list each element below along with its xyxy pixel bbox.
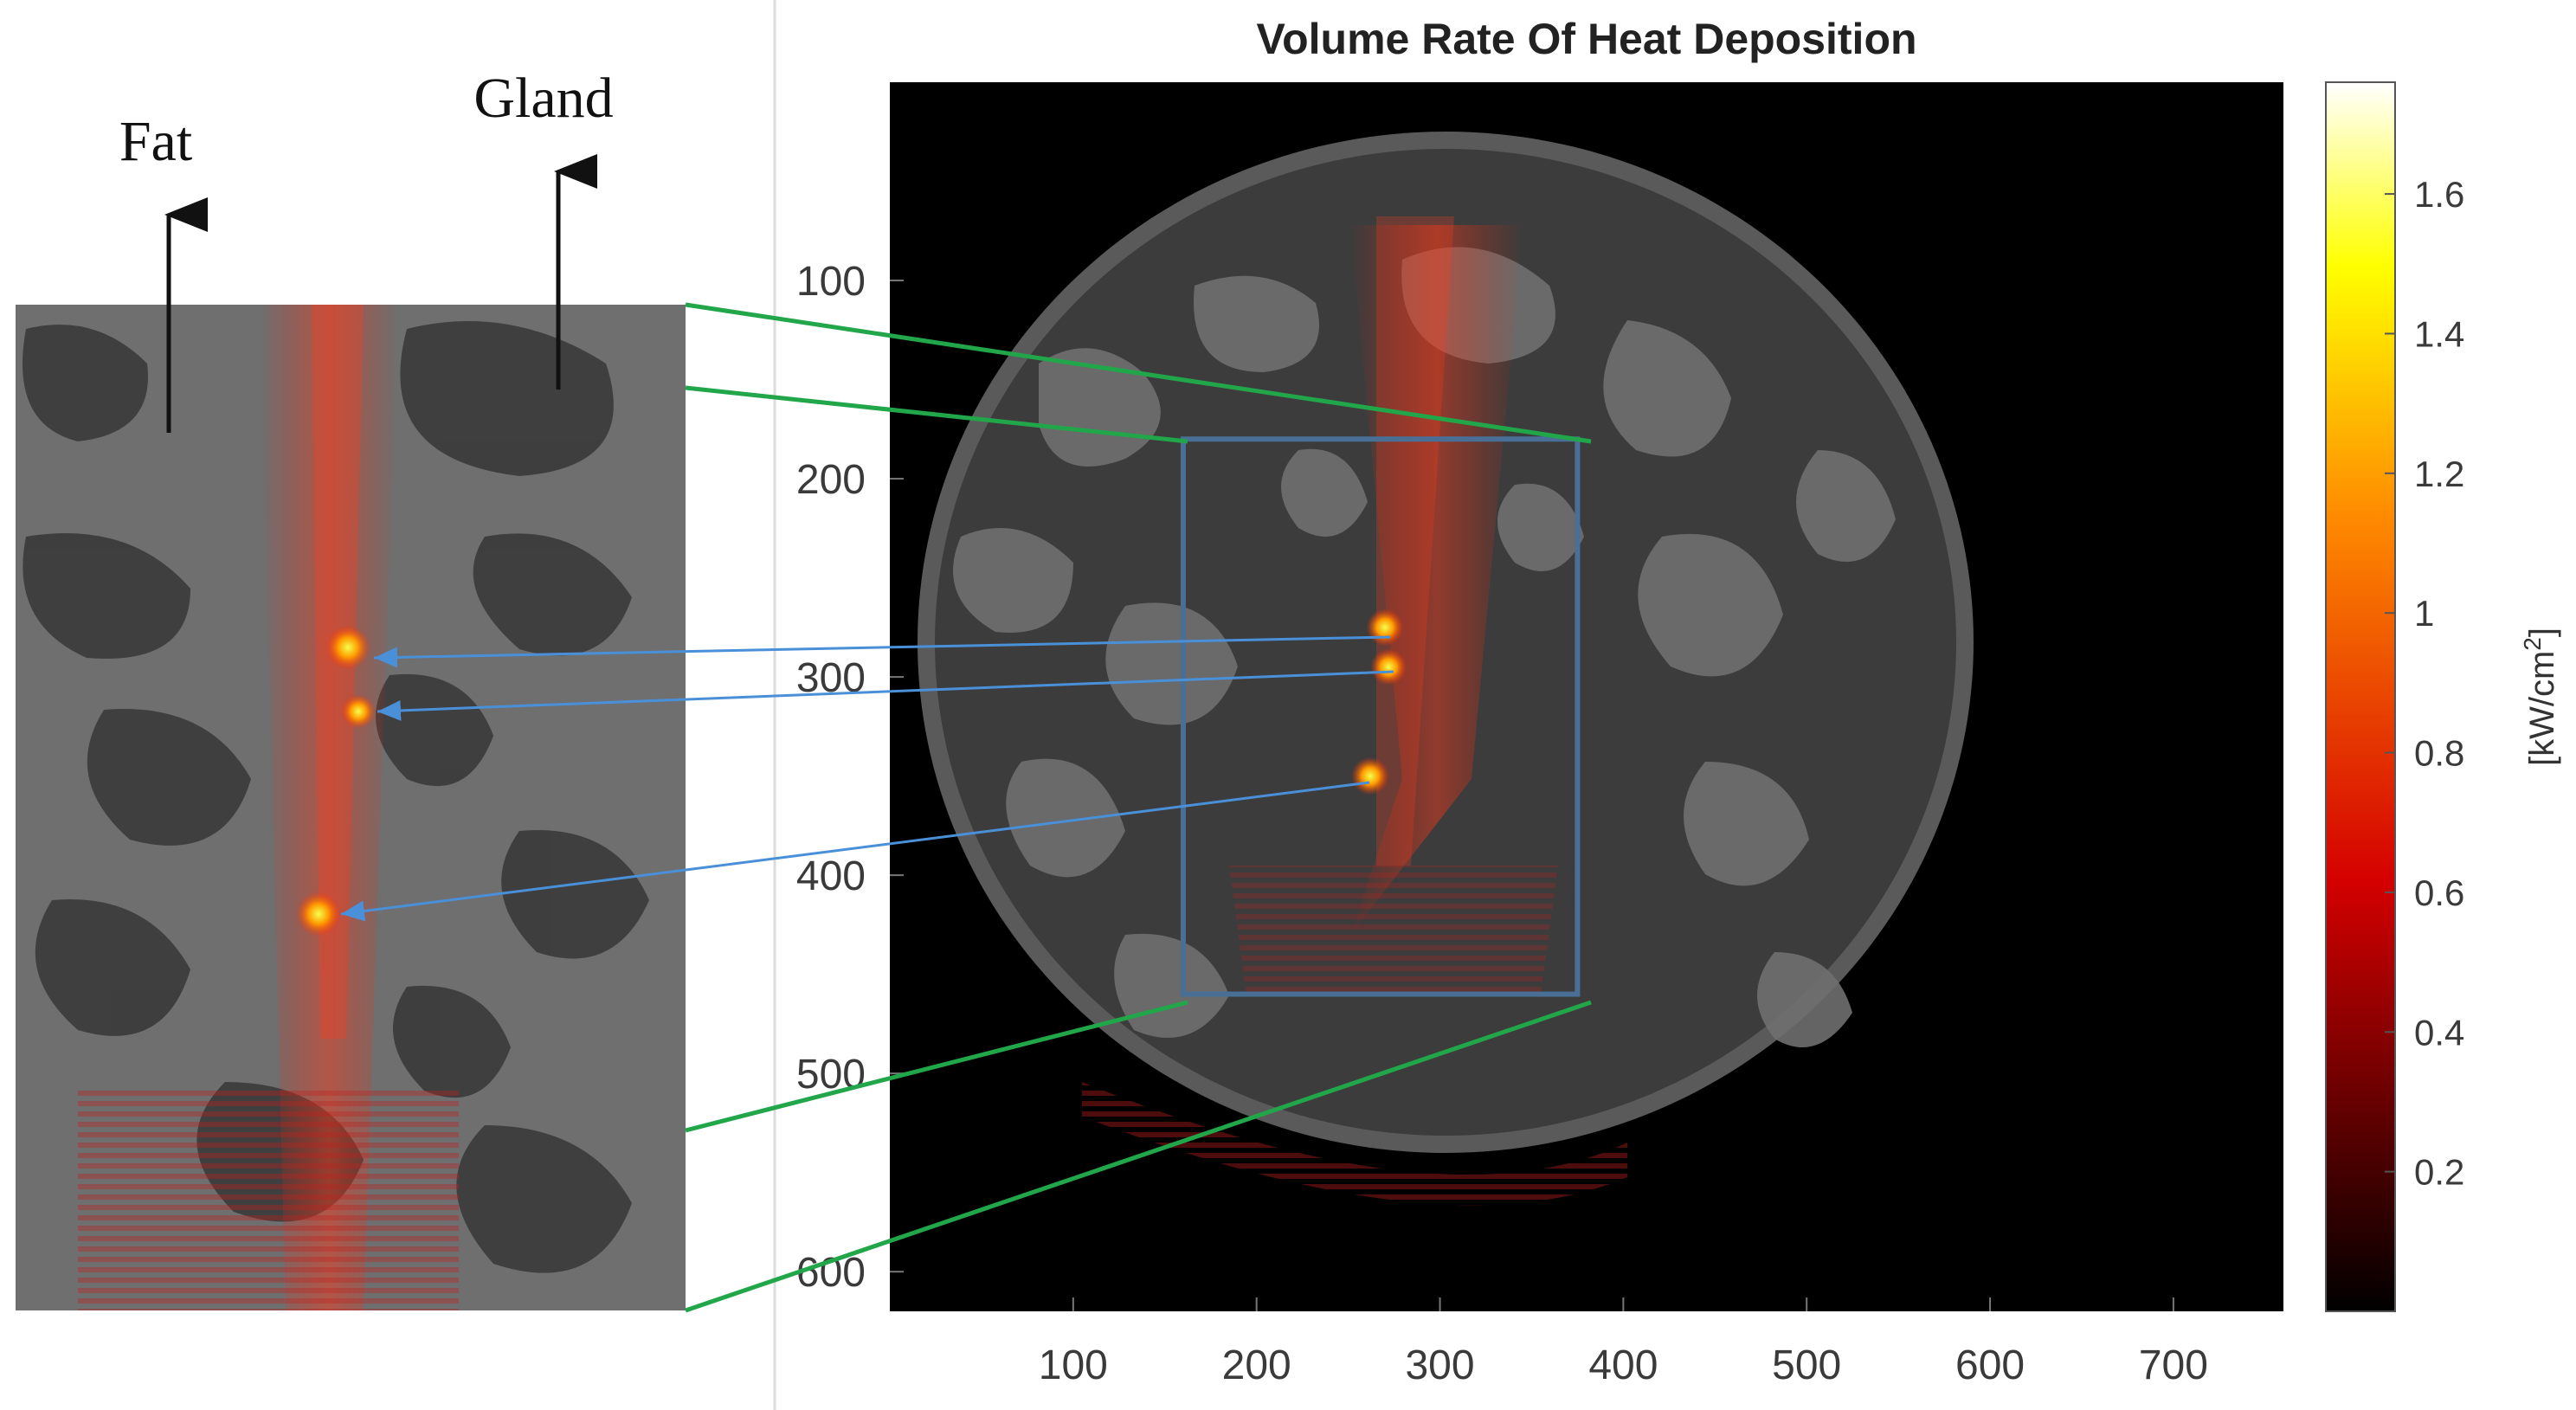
hotspot-arrows: [340, 635, 1394, 922]
colorbar-ticks: 0.2 0.4 0.6 0.8 1 1.2 1.4 1.6: [2385, 174, 2464, 1193]
colorbar-tick-label: 1.6: [2414, 174, 2464, 215]
colorbar-tick-label: 1.4: [2414, 313, 2464, 354]
y-tick-label: 500: [796, 1052, 866, 1098]
colorbar-tick-label: 1.2: [2414, 454, 2464, 494]
y-tick-label: 400: [796, 853, 866, 899]
zoom-inset: Fat Gland: [16, 67, 686, 1310]
heatmap-plot: 100 200 300 400 500 600 700 100 200 300 400 500 600: [796, 82, 2283, 1388]
y-tick-label: 100: [796, 259, 866, 305]
roi-box: [1180, 436, 1581, 997]
zoom-connectors: [685, 302, 1592, 1313]
colorbar: 0.2 0.4 0.6 0.8 1 1.2 1.4 1.6 [kW/cm2]: [2325, 81, 2562, 1312]
inset-hotspot-2: [341, 694, 376, 729]
skin-heat-band: [1082, 1082, 1627, 1206]
hotspot-3: [1351, 757, 1390, 795]
hotspot-2: [1370, 648, 1407, 686]
x-tick-label: 500: [1772, 1342, 1841, 1388]
colorbar-tick-label: 0.2: [2414, 1152, 2464, 1193]
gland-label: Gland: [473, 67, 613, 130]
heat-beam: [1350, 225, 1523, 935]
x-tick-label: 700: [2139, 1342, 2208, 1388]
x-tick-label: 200: [1222, 1342, 1291, 1388]
y-tick-label: 200: [796, 457, 866, 503]
colorbar-tick-label: 1: [2414, 593, 2434, 634]
colorbar-tick-label: 0.4: [2414, 1012, 2464, 1053]
fat-label: Fat: [119, 110, 192, 173]
y-tick-label: 600: [796, 1250, 866, 1296]
colorbar-tick-label: 0.6: [2414, 872, 2464, 913]
x-tick-label: 400: [1588, 1342, 1658, 1388]
hotspot-1: [1366, 608, 1404, 647]
x-tick-label: 600: [1955, 1342, 2025, 1388]
x-axis-ticks: 100 200 300 400 500 600 700: [1039, 1297, 2208, 1388]
inset-hotspot-1: [325, 625, 370, 670]
colorbar-label: [kW/cm2]: [2519, 628, 2562, 766]
chart-title: Volume Rate Of Heat Deposition: [1256, 15, 1916, 63]
x-tick-label: 300: [1405, 1342, 1474, 1388]
inset-hotspot-3: [296, 892, 341, 937]
colorbar-gradient: [2325, 81, 2396, 1312]
colorbar-tick-label: 0.8: [2414, 733, 2464, 774]
x-tick-label: 100: [1039, 1342, 1108, 1388]
